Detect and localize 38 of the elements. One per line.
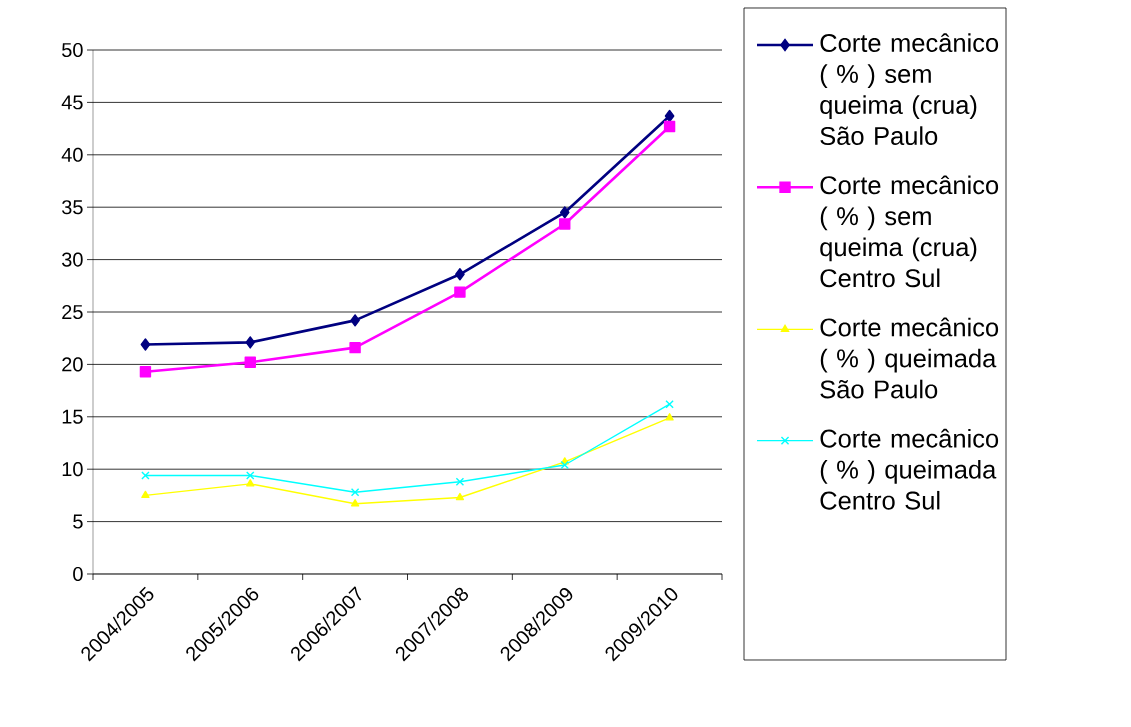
point (665, 413, 674, 421)
point (663, 120, 676, 133)
y-tick-label: 35 (62, 200, 83, 215)
point (350, 314, 360, 327)
y-tick-label: 20 (62, 357, 83, 372)
point (244, 356, 256, 368)
point (141, 471, 150, 480)
point (141, 490, 150, 499)
y-tick-label: 50 (62, 42, 83, 58)
y-tick-label: 45 (61, 95, 83, 110)
legend-label: Corte mecânico ( % ) sem queima (crua) Centro Sul (820, 175, 999, 288)
y-tick-label: 5 (73, 514, 83, 529)
legend-label: Corte mecânico ( % ) queimada Centro Sul (820, 428, 999, 510)
point (140, 338, 151, 351)
point (455, 268, 465, 281)
y-tick-label: 30 (62, 252, 83, 267)
point (455, 477, 465, 487)
point (246, 471, 255, 480)
y-tick-label: 10 (62, 462, 83, 477)
point (246, 479, 255, 487)
point (455, 492, 465, 501)
y-tick-label: 40 (61, 147, 83, 162)
point (665, 399, 674, 409)
point (454, 286, 466, 298)
point (559, 206, 570, 219)
point (245, 336, 256, 349)
point (349, 341, 361, 354)
point (350, 499, 360, 507)
y-tick-label: 25 (62, 304, 83, 320)
point (350, 488, 360, 497)
y-tick-label: 0 (73, 566, 83, 582)
point (664, 109, 675, 123)
point (560, 460, 569, 470)
y-tick-label: 15 (62, 409, 83, 424)
legend-label: Corte mecânico ( % ) sem queima (crua) São Paulo (820, 33, 999, 146)
legend-label: Corte mecânico ( % ) queimada São Paulo (820, 317, 999, 399)
point (139, 366, 152, 378)
point (559, 218, 571, 230)
